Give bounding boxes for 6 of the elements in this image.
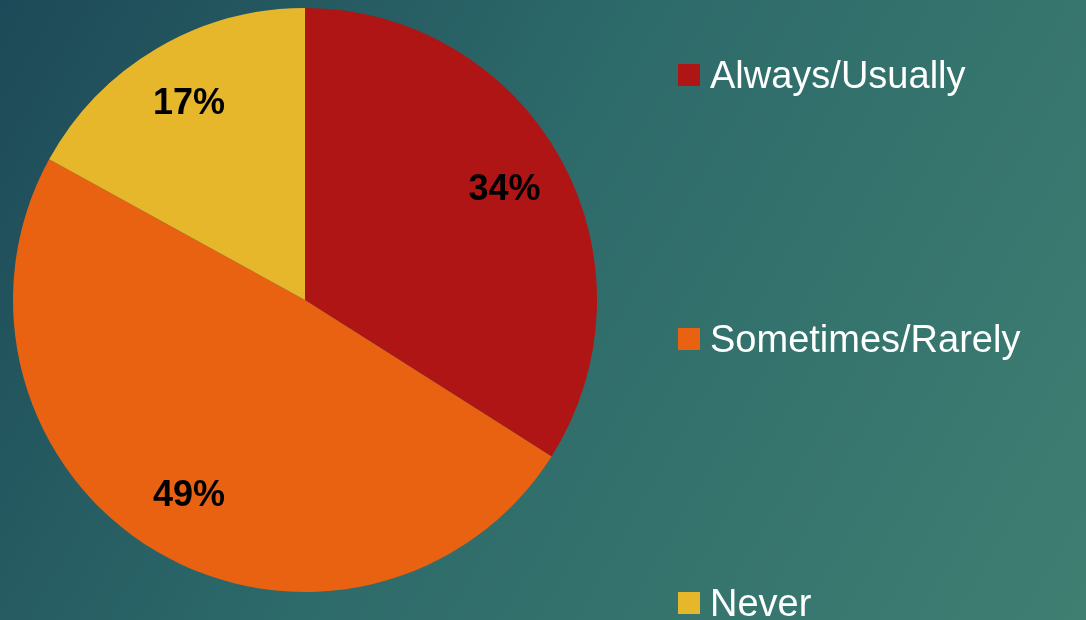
data-label: 34% <box>468 167 541 209</box>
legend-label: Sometimes/Rarely <box>710 317 1021 361</box>
data-label: 17% <box>153 80 226 122</box>
legend-label: Never <box>710 581 812 620</box>
data-label: 49% <box>153 472 226 514</box>
legend-label: Always/Usually <box>710 53 966 97</box>
